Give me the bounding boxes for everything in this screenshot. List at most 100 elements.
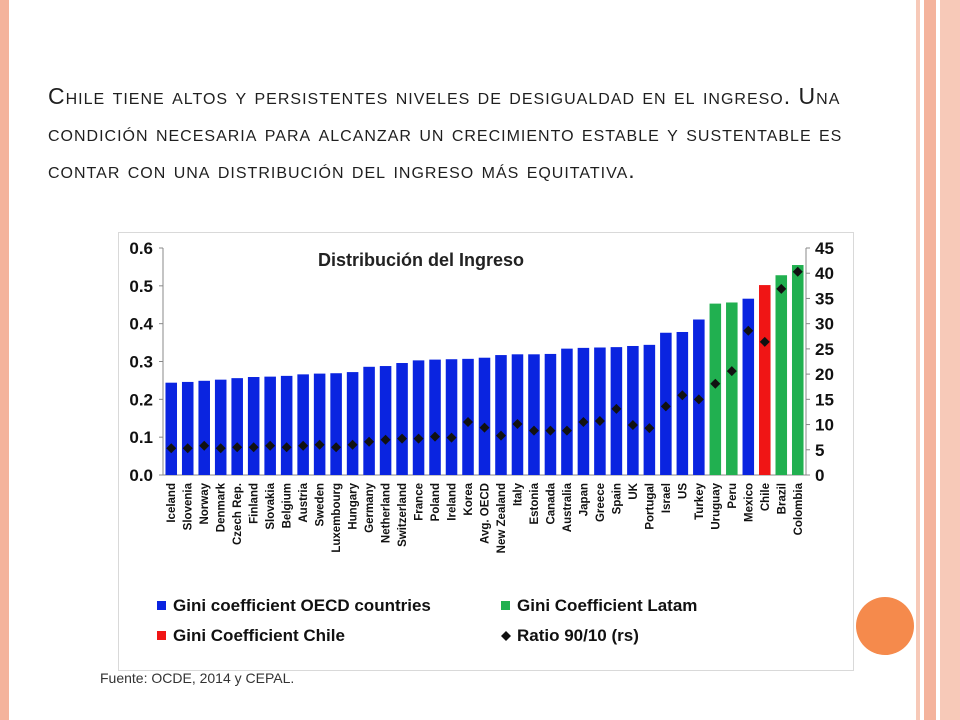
ratio-point <box>298 440 309 451</box>
category-label: Austria <box>298 482 310 522</box>
gini-bar <box>726 302 738 475</box>
gini-bar <box>627 345 639 475</box>
left-tick-label: 0.5 <box>129 277 153 296</box>
ratio-point <box>594 416 605 427</box>
category-label: Avg. OECD <box>480 483 492 544</box>
gini-bar <box>429 359 441 475</box>
category-label: Chile <box>760 483 772 511</box>
ratio-point <box>413 433 424 444</box>
gini-bar <box>313 373 326 475</box>
ratio-point <box>726 366 737 377</box>
ratio-point <box>166 443 177 454</box>
gini-bar <box>363 366 375 475</box>
gini-bar <box>759 285 771 475</box>
slide-title: Chile tiene altos y persistentes niveles… <box>48 83 843 183</box>
category-label: Poland <box>430 483 442 521</box>
category-label: Japan <box>578 483 590 516</box>
legend-swatch <box>501 601 510 610</box>
income-distribution-chart: 0.0 0.1 0.2 0.3 0.4 0.5 0.6 0 5 10 15 20 25 30 35 40 45 I… <box>129 239 834 645</box>
decorative-circle <box>856 597 914 655</box>
ratio-point <box>331 442 342 453</box>
gini-bar <box>379 366 392 475</box>
legend-swatch <box>501 631 511 641</box>
ratio-point <box>446 432 457 443</box>
gini-bar <box>247 377 260 475</box>
gini-bar <box>742 298 755 475</box>
category-label: Portugal <box>644 483 656 530</box>
gini-bar <box>511 354 524 475</box>
gini-bar <box>214 379 227 475</box>
ratio-point <box>479 422 490 433</box>
right-tick-label: 40 <box>815 264 834 283</box>
category-label: Uruguay <box>710 482 722 529</box>
right-tick-label: 0 <box>815 466 824 485</box>
gini-bar <box>561 348 573 475</box>
legend-label: Gini coefficient OECD countries <box>173 596 431 615</box>
left-border-accent <box>0 0 9 720</box>
ratio-point <box>347 439 358 450</box>
gini-bar <box>165 382 178 475</box>
ratio-point <box>248 442 259 453</box>
chart-frame: 0.0 0.1 0.2 0.3 0.4 0.5 0.6 0 5 10 15 20 25 30 35 40 45 I… <box>118 232 854 671</box>
category-label: US <box>677 483 689 499</box>
gini-bar <box>297 374 309 475</box>
gini-bar <box>775 275 788 475</box>
ratio-point <box>199 440 210 451</box>
category-label: Spain <box>611 483 623 514</box>
legend-swatch <box>157 631 166 640</box>
ratio-point <box>364 436 375 447</box>
category-label: Sweden <box>315 483 327 526</box>
gini-bar <box>676 331 689 475</box>
category-label: Peru <box>727 483 739 509</box>
category-label: France <box>414 483 426 521</box>
right-stripe-decoration <box>924 0 936 720</box>
gini-bar <box>330 373 342 475</box>
right-tick-label: 25 <box>815 340 834 359</box>
ratio-point <box>660 401 671 412</box>
category-label: New Zealand <box>496 483 508 553</box>
ratio-point <box>792 266 803 277</box>
category-label: Slovakia <box>265 482 277 529</box>
gini-bar <box>231 378 243 475</box>
left-tick-label: 0.4 <box>129 315 153 334</box>
category-label: Luxembourg <box>331 483 343 553</box>
ratio-point <box>380 434 391 445</box>
category-label: Italy <box>512 482 524 506</box>
gini-bar <box>643 344 656 475</box>
gini-bar <box>264 376 276 475</box>
left-tick-label: 0.0 <box>129 466 153 485</box>
right-tick-label: 35 <box>815 289 834 308</box>
category-label: UK <box>628 482 640 499</box>
ratio-point <box>281 442 292 453</box>
ratio-point <box>215 443 226 454</box>
category-label: Ireland <box>447 483 459 521</box>
ratio-point <box>545 425 556 436</box>
right-stripe-decoration <box>916 0 920 720</box>
category-label: Estonia <box>529 482 541 524</box>
gini-bar <box>198 380 210 475</box>
category-label: Hungary <box>348 482 360 529</box>
left-tick-label: 0.2 <box>129 390 153 409</box>
ratio-point <box>710 378 721 389</box>
category-label: Netherland <box>381 483 393 543</box>
category-label: Switzerland <box>397 483 409 547</box>
category-label: Colombia <box>793 482 805 535</box>
ratio-point <box>776 283 787 294</box>
legend-label: Gini Coefficient Chile <box>173 626 345 645</box>
ratio-point <box>561 425 572 436</box>
gini-bar <box>791 265 804 475</box>
ratio-point <box>528 425 539 436</box>
ratio-point <box>232 442 243 453</box>
left-tick-label: 0.6 <box>129 239 153 258</box>
legend-label: Gini Coefficient Latam <box>517 596 697 615</box>
ratio-point <box>463 417 474 428</box>
left-tick-label: 0.3 <box>129 353 153 372</box>
ratio-point <box>578 417 589 428</box>
ratio-point <box>182 443 193 454</box>
ratio-point <box>397 433 408 444</box>
legend-swatch <box>157 601 166 610</box>
right-tick-label: 10 <box>815 416 834 435</box>
gini-bar <box>396 363 408 475</box>
gini-bar <box>412 360 425 475</box>
ratio-point <box>611 403 622 414</box>
